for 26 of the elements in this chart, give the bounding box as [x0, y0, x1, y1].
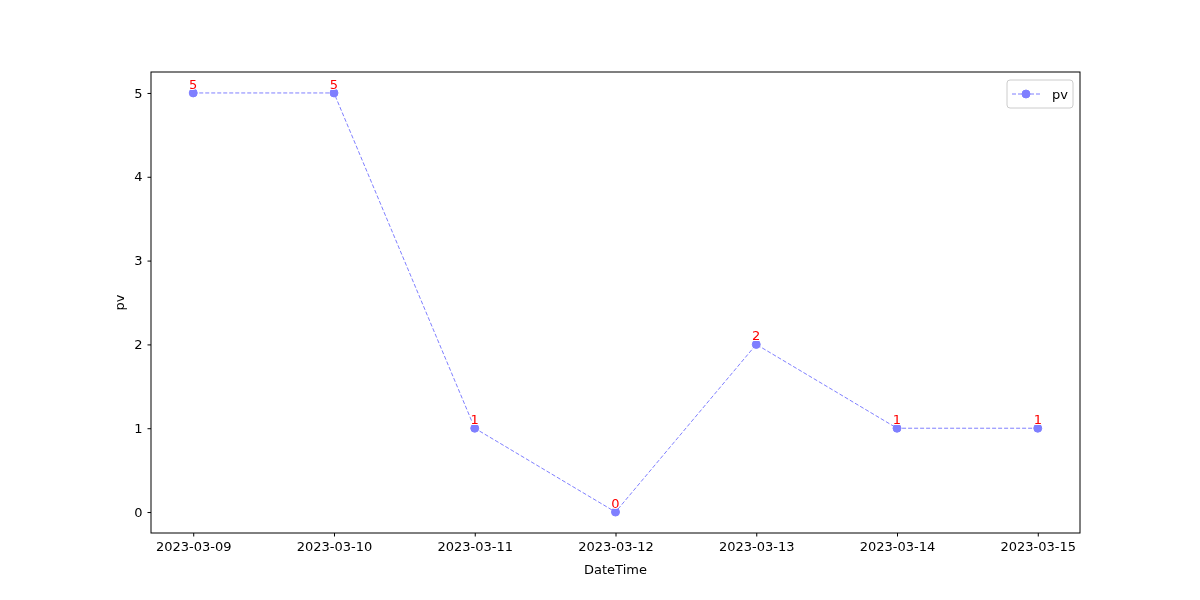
- x-tick-label: 2023-03-13: [718, 538, 795, 554]
- x-tick-label: 2023-03-12: [578, 538, 654, 554]
- point: [188, 88, 198, 98]
- y-tick-label: 1: [134, 420, 143, 436]
- data-label: 5: [329, 76, 339, 92]
- data-label: 2: [752, 328, 761, 344]
- y-tick-label: 4: [134, 169, 143, 185]
- data-label: 1: [1033, 412, 1042, 428]
- y-tick-label: 0: [134, 504, 143, 520]
- point: [329, 88, 339, 98]
- x-tick-label: 2023-03-09: [155, 538, 232, 554]
- data-label: 5: [189, 76, 198, 92]
- data-label: 1: [470, 412, 479, 428]
- x-tick-label: 2023-03-10: [296, 538, 373, 554]
- x-axis-title: DateTime: [584, 562, 647, 577]
- data-label: 1: [892, 412, 902, 428]
- data-label: 0: [611, 496, 620, 512]
- y-axis-title: pv: [112, 294, 127, 311]
- y-tick-label: 5: [134, 85, 143, 101]
- x-tick-label: 2023-03-11: [437, 538, 514, 554]
- legend-label: pv: [1052, 86, 1069, 102]
- x-tick-label: 2023-03-15: [1000, 538, 1077, 554]
- y-tick-label: 2: [134, 337, 143, 353]
- point: [611, 507, 620, 517]
- x-tick-label: 2023-03-14: [859, 538, 936, 554]
- y-tick-label: 3: [134, 253, 143, 269]
